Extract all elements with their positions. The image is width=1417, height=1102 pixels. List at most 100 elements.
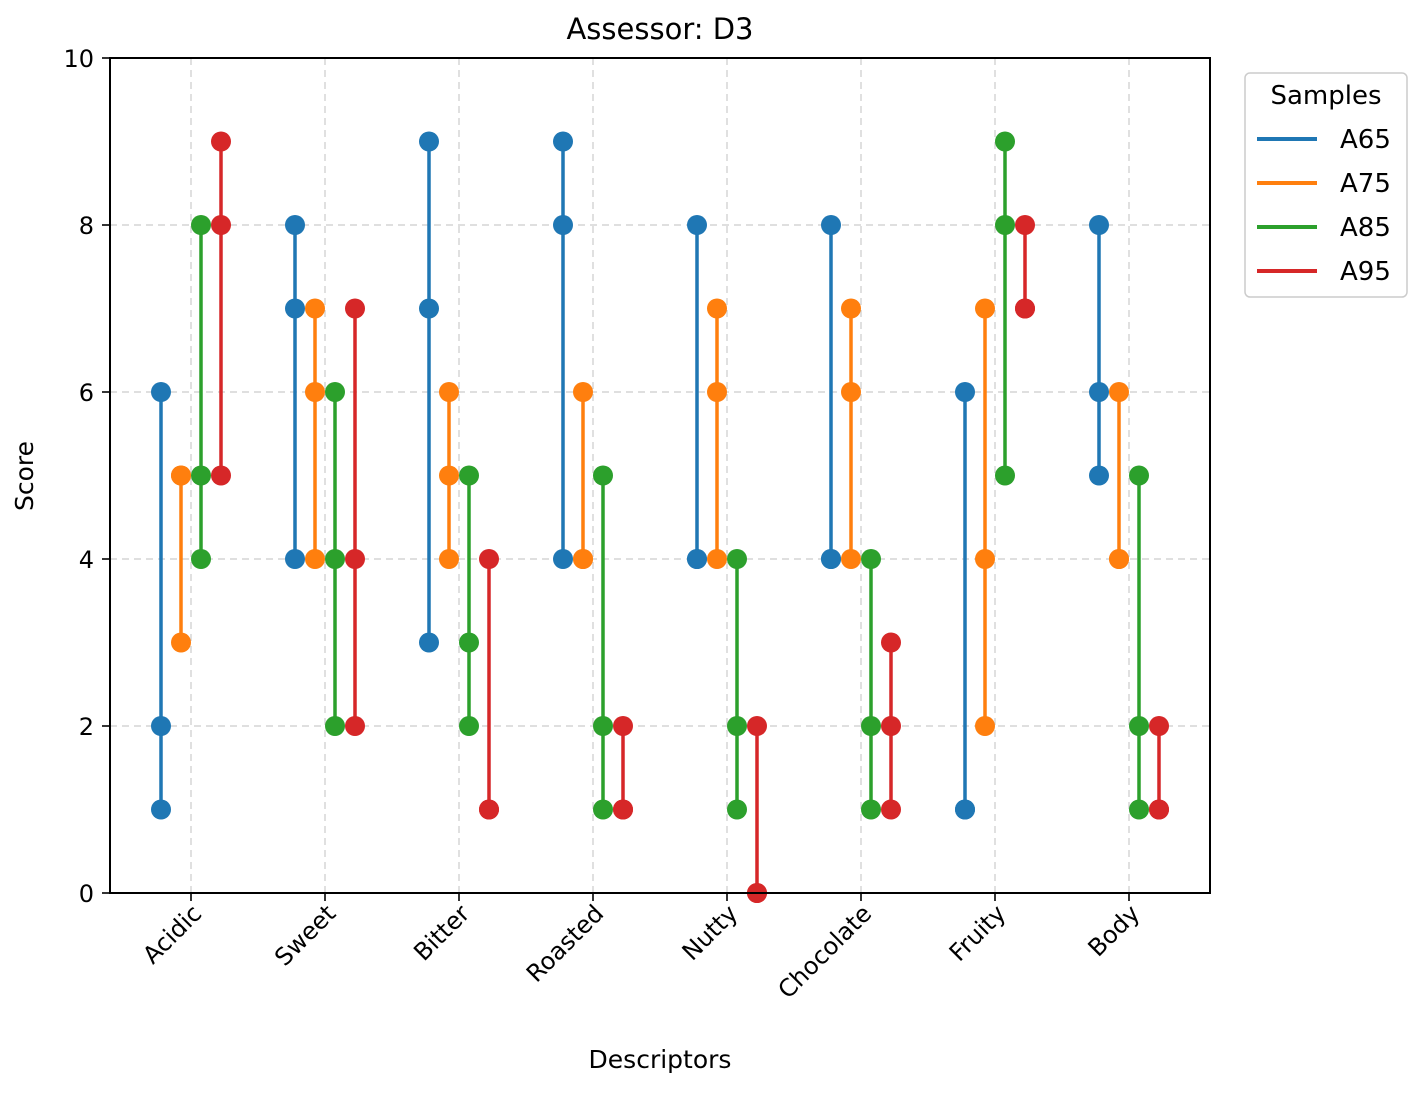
data-point — [211, 215, 231, 235]
data-point — [1149, 799, 1169, 820]
data-point — [419, 131, 439, 152]
data-point — [191, 465, 211, 486]
data-point — [975, 716, 995, 736]
data-point — [881, 799, 901, 820]
data-point — [593, 465, 613, 486]
data-point — [345, 549, 365, 569]
data-point — [1129, 716, 1149, 736]
data-point — [707, 298, 727, 319]
y-tick-label: 2 — [79, 713, 94, 741]
data-point — [151, 382, 171, 402]
data-point — [955, 799, 975, 820]
data-point — [995, 215, 1015, 235]
data-point — [1109, 382, 1129, 402]
data-point — [1149, 716, 1169, 736]
data-point — [553, 131, 573, 152]
data-point — [439, 465, 459, 486]
data-point — [727, 799, 747, 820]
y-tick-label: 8 — [79, 212, 94, 240]
data-point — [573, 382, 593, 402]
data-point — [459, 465, 479, 486]
data-point — [191, 549, 211, 569]
series-A85 — [191, 131, 1149, 820]
legend-label: A65 — [1340, 125, 1391, 155]
y-tick-label: 0 — [79, 880, 94, 908]
plot-frame — [109, 57, 1211, 894]
x-axis-label: Descriptors — [589, 1045, 732, 1074]
legend-label: A85 — [1340, 213, 1391, 243]
y-axis-label: Score — [10, 441, 39, 511]
data-point — [285, 298, 305, 319]
data-point — [151, 799, 171, 820]
data-point — [305, 382, 325, 402]
data-point — [975, 549, 995, 569]
data-point — [821, 549, 841, 569]
data-point — [479, 549, 499, 569]
data-point — [419, 632, 439, 653]
data-point — [995, 131, 1015, 152]
data-point — [345, 298, 365, 319]
data-point — [325, 549, 345, 569]
data-point — [707, 549, 727, 569]
data-point — [727, 549, 747, 569]
y-tick-label: 10 — [63, 45, 94, 73]
legend: Samples A65 A75 A85 A95 — [1244, 72, 1408, 298]
data-point — [211, 465, 231, 486]
y-tick-label: 6 — [79, 379, 94, 407]
data-point — [593, 799, 613, 820]
data-point — [841, 549, 861, 569]
data-point — [593, 716, 613, 736]
legend-label: A95 — [1340, 257, 1391, 287]
data-point — [955, 382, 975, 402]
data-point — [171, 632, 191, 653]
legend-box — [1244, 72, 1408, 298]
data-point — [1089, 465, 1109, 486]
legend-label: A75 — [1340, 169, 1391, 199]
data-point — [1015, 298, 1035, 319]
data-point — [881, 632, 901, 653]
data-point — [707, 382, 727, 402]
data-point — [841, 382, 861, 402]
data-point — [459, 632, 479, 653]
data-point — [687, 549, 707, 569]
data-point — [285, 549, 305, 569]
data-point — [881, 716, 901, 736]
data-point — [439, 382, 459, 402]
data-point — [1089, 215, 1109, 235]
data-point — [325, 382, 345, 402]
data-point — [1089, 382, 1109, 402]
data-point — [861, 799, 881, 820]
data-point — [305, 298, 325, 319]
data-point — [459, 716, 479, 736]
data-point — [479, 799, 499, 820]
data-point — [995, 465, 1015, 486]
data-point — [553, 215, 573, 235]
data-point — [439, 549, 459, 569]
data-point — [861, 716, 881, 736]
data-point — [191, 215, 211, 235]
data-point — [1109, 549, 1129, 569]
series-A65 — [151, 131, 1109, 820]
data-point — [345, 716, 365, 736]
data-point — [419, 298, 439, 319]
data-point — [1015, 215, 1035, 235]
chart-title: Assessor: D3 — [566, 12, 753, 46]
data-point — [841, 298, 861, 319]
data-point — [553, 549, 573, 569]
series-A95 — [211, 131, 1169, 903]
data-point — [305, 549, 325, 569]
data-point — [821, 215, 841, 235]
data-point — [975, 298, 995, 319]
y-tick-label: 4 — [79, 546, 94, 574]
data-point — [1129, 465, 1149, 486]
data-point — [687, 215, 707, 235]
data-point — [613, 799, 633, 820]
data-point — [325, 716, 345, 736]
data-point — [747, 716, 767, 736]
legend-entries: A65 A75 A85 A95 — [1257, 125, 1391, 287]
data-point — [573, 549, 593, 569]
series-A75 — [171, 298, 1129, 736]
data-point — [727, 716, 747, 736]
